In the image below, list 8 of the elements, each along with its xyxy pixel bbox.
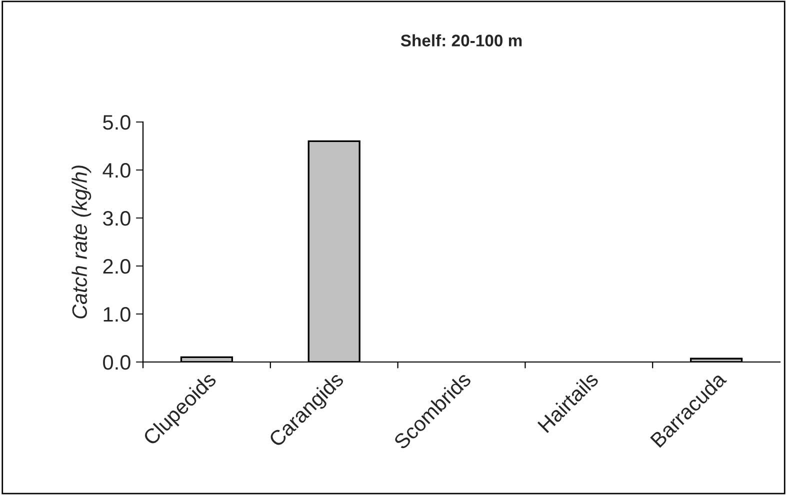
y-tick-label: 1.0 [104, 307, 130, 322]
y-tick-label: 2.0 [103, 259, 130, 274]
y-tick-label: 3.0 [103, 211, 130, 226]
y-tick-label: 5.0 [103, 115, 130, 130]
chart-title: Shelf: 20-100 m [400, 34, 522, 46]
y-axis-title: Catch rate (kg/h) [72, 166, 92, 318]
y-tick-label: 0.0 [103, 355, 130, 370]
y-tick-label: 4.0 [102, 163, 130, 178]
